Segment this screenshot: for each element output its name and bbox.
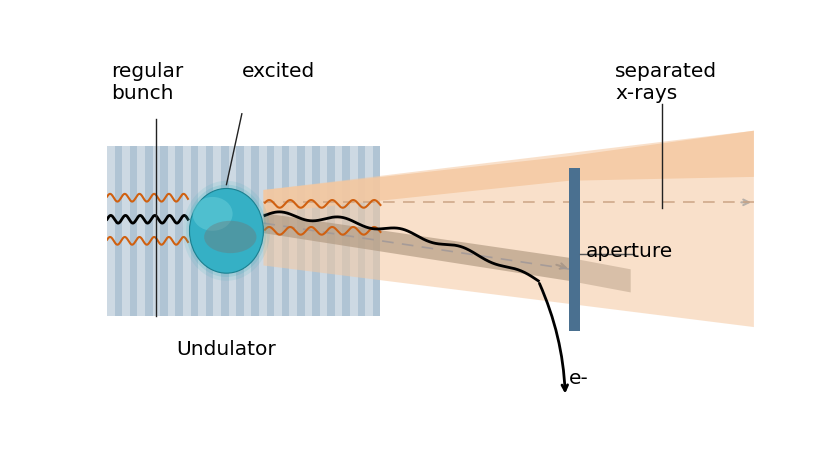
Bar <box>266 147 274 316</box>
Bar <box>206 147 213 316</box>
Bar <box>115 147 123 316</box>
Bar <box>251 147 259 316</box>
Bar <box>373 147 381 316</box>
Bar <box>343 147 350 316</box>
Ellipse shape <box>183 182 270 281</box>
Bar <box>108 147 381 316</box>
Ellipse shape <box>204 221 256 253</box>
Ellipse shape <box>192 197 233 231</box>
Bar <box>221 147 228 316</box>
Text: Undulator: Undulator <box>176 339 276 358</box>
Bar <box>328 147 335 316</box>
Bar <box>236 147 244 316</box>
Bar <box>570 168 580 331</box>
Polygon shape <box>570 258 631 293</box>
Polygon shape <box>264 131 754 214</box>
Text: regular
bunch: regular bunch <box>111 62 183 103</box>
Bar <box>297 147 305 316</box>
Text: separated
x-rays: separated x-rays <box>615 62 717 103</box>
Polygon shape <box>264 214 570 281</box>
Bar <box>130 147 138 316</box>
Text: excited: excited <box>242 62 315 81</box>
Bar <box>145 147 153 316</box>
Ellipse shape <box>186 185 267 278</box>
Bar <box>176 147 183 316</box>
Bar <box>160 147 168 316</box>
Bar <box>312 147 320 316</box>
Polygon shape <box>264 131 754 327</box>
Bar <box>358 147 365 316</box>
Text: aperture: aperture <box>586 241 674 260</box>
Ellipse shape <box>190 189 264 273</box>
Bar <box>191 147 198 316</box>
Text: e-: e- <box>570 368 589 387</box>
Bar <box>281 147 289 316</box>
